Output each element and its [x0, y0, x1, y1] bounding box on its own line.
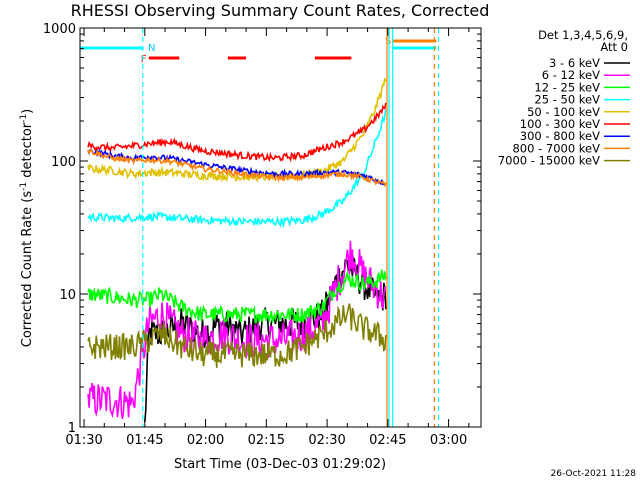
legend-label-2: 6 - 12 keV	[542, 68, 600, 82]
legend-header-attenuator: Att 0	[600, 40, 628, 54]
y-axis-label-mid: detector	[20, 122, 35, 182]
legend-label-4: 25 - 50 keV	[534, 93, 600, 107]
footer-date: 26-Oct-2021 11:28	[551, 469, 637, 479]
y-tick-label: 1	[68, 421, 76, 436]
x-tick-label: 01:30	[65, 433, 102, 448]
axis-layer: 1 10 100 1000 01:30 01:45 02:00 02:15 02:30 02:45…	[43, 22, 481, 448]
legend-label-5: 50 - 100 keV	[527, 105, 600, 119]
y-axis-label-end: )	[20, 109, 35, 114]
legend-label-9: 7000 - 15000 keV	[498, 154, 600, 168]
legend-label-7: 300 - 800 keV	[520, 129, 600, 143]
legend-label-8: 800 - 7000 keV	[512, 141, 600, 155]
x-tick-label: 02:15	[248, 433, 285, 448]
legend-label-3: 12 - 25 keV	[534, 80, 600, 94]
x-tick-label: 02:30	[308, 433, 345, 448]
y-axis-label: Corrected Count Rate (s-1 detector-1)	[19, 109, 35, 347]
x-tick-label: 03:00	[430, 433, 467, 448]
y-axis-label-sup1: -1	[19, 182, 29, 191]
x-tick-label: 01:45	[126, 433, 163, 448]
y-axis-label-main: Corrected Count Rate (s	[20, 191, 35, 348]
chart-title: RHESSI Observing Summary Count Rates, Co…	[71, 1, 490, 20]
y-tick-label: 1000	[43, 22, 76, 37]
flare-marker-label: F	[141, 54, 147, 65]
legend-label-1: 3 - 6 keV	[549, 56, 600, 70]
series-line-4	[87, 109, 387, 229]
saa-marker-label: S	[385, 36, 391, 47]
series-line-5	[87, 77, 387, 183]
y-tick-label: 100	[51, 155, 76, 170]
series-line-3	[87, 269, 387, 324]
series-line-9	[87, 303, 387, 368]
legend-label-6: 100 - 300 keV	[520, 117, 600, 131]
legend-header-detectors: Det 1,3,4,5,6,9,	[538, 28, 628, 42]
series-line-6	[87, 102, 387, 163]
series-line-8	[87, 148, 387, 188]
marker-layer: FN S	[80, 28, 440, 427]
x-axis-label: Start Time (03-Dec-03 01:29:02)	[174, 457, 386, 472]
night-marker-label: N	[148, 43, 155, 54]
plot-frame	[79, 27, 482, 428]
x-tick-label: 02:00	[187, 433, 224, 448]
x-tick-label: 02:45	[369, 433, 406, 448]
y-tick-label: 10	[59, 288, 76, 303]
y-axis-label-sup2: -1	[19, 114, 29, 123]
series-line-7	[87, 148, 387, 186]
series-layer	[87, 77, 387, 423]
